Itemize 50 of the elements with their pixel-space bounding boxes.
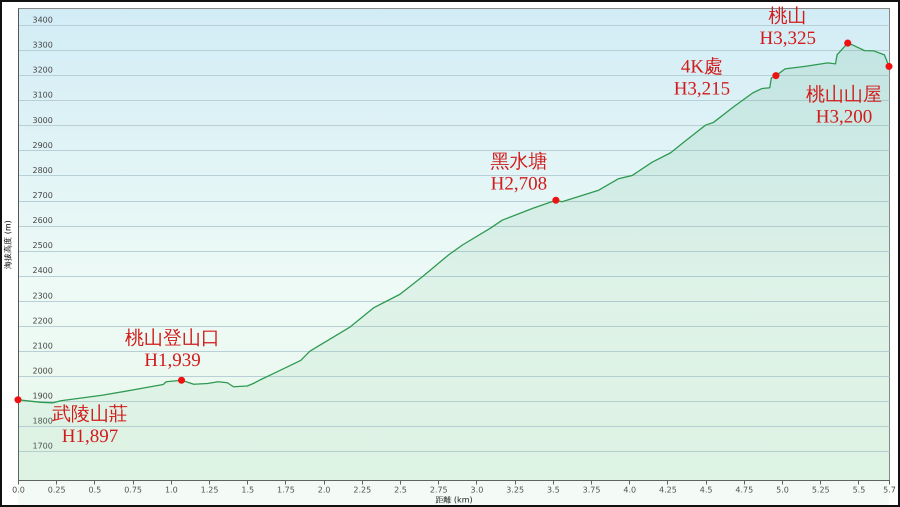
annotation: 黑水塘 H2,708 [490, 150, 548, 194]
y-tick-label: 1800 [32, 416, 53, 426]
x-tick-label: 1.25 [200, 486, 218, 494]
y-tick-label: 3100 [32, 90, 53, 100]
x-tick-label: 2.5 [394, 486, 407, 494]
x-axis-title: 距離 (km) [435, 496, 473, 504]
y-tick-label: 2000 [32, 366, 53, 376]
x-tick-label: 3.75 [582, 486, 600, 494]
x-tick-label: 3.25 [506, 486, 524, 494]
y-tick-label: 3200 [32, 66, 53, 75]
x-tick-label: 1.75 [277, 486, 295, 494]
x-tick-label: 4.75 [735, 486, 754, 494]
x-tick-label: 0.75 [124, 486, 142, 494]
x-tick-label: 5.25 [812, 486, 830, 494]
x-tick-label: 0.5 [88, 486, 102, 494]
x-tick-label: 3.5 [546, 486, 560, 494]
y-tick-label: 2200 [32, 316, 53, 326]
y-tick-label: 3300 [32, 40, 53, 50]
x-tick-label: 0.0 [12, 486, 25, 494]
x-tick-label: 0.25 [48, 486, 66, 494]
y-tick-label: 2700 [32, 191, 53, 200]
x-tick-label: 4.0 [623, 486, 636, 494]
y-tick-label: 2500 [32, 241, 53, 250]
x-tick-label: 5.0 [776, 486, 789, 494]
x-tick-label: 4.5 [700, 486, 712, 494]
annotation: 武陵山莊 H1,897 [52, 404, 128, 447]
y-tick-label: 2400 [32, 266, 53, 276]
x-tick-label: 2.75 [430, 486, 448, 494]
y-tick-label: 3000 [32, 116, 53, 125]
y-tick-label: 2300 [32, 291, 53, 300]
x-tick-label: 2.25 [353, 486, 372, 494]
x-tick-label: 5.7 [883, 486, 896, 494]
y-tick-label: 2600 [32, 216, 53, 226]
annotation: 桃山登山口 H1,939 [125, 328, 220, 372]
y-tick-label: 2800 [32, 166, 53, 175]
annotation: 4K處 H3,215 [674, 56, 730, 100]
y-tick-label: 2900 [32, 140, 53, 150]
x-tick-label: 4.25 [659, 486, 677, 494]
annotation: 桃山山屋 H3,200 [806, 84, 882, 128]
x-tick-label: 2.0 [318, 486, 330, 494]
x-tick-label: 1.5 [241, 486, 254, 494]
annotation: 桃山 H3,325 [760, 6, 816, 50]
y-tick-label: 2100 [32, 341, 53, 350]
x-tick-label: 3.0 [470, 486, 484, 494]
y-axis-title: 海拔高度 (m) [4, 220, 12, 269]
y-tick-label: 3400 [32, 16, 53, 25]
x-tick-label: 1.0 [164, 486, 178, 494]
y-tick-label: 1900 [32, 392, 53, 401]
x-tick-label: 5.5 [852, 486, 866, 494]
y-tick-label: 1700 [32, 442, 53, 451]
